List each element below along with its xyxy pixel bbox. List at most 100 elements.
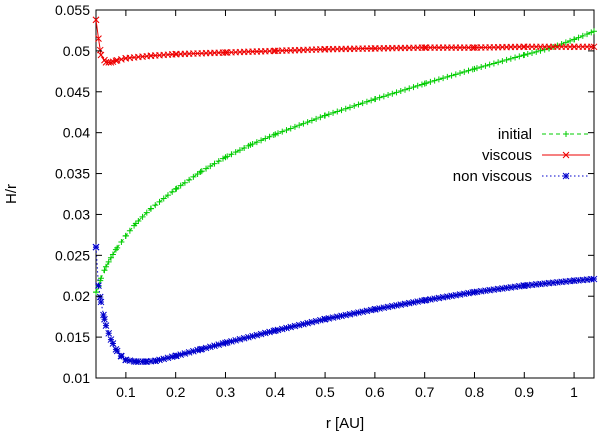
data-point (579, 276, 587, 284)
data-point (95, 282, 102, 289)
data-point (143, 209, 150, 216)
data-point (554, 278, 561, 286)
data-point (537, 47, 544, 54)
y-tick-label: 0.045 (55, 84, 90, 100)
data-point (363, 307, 371, 315)
data-point (118, 238, 125, 245)
data-point (388, 302, 396, 310)
data-point (524, 51, 531, 58)
data-point (346, 310, 354, 318)
data-point (173, 185, 180, 192)
x-tick-label: 0.3 (216, 384, 236, 400)
series-line (95, 247, 595, 363)
data-point (102, 263, 109, 270)
data-point (524, 281, 532, 289)
x-tick-label: 0.8 (465, 384, 485, 400)
data-point (261, 329, 269, 337)
data-point (236, 147, 243, 154)
data-point (567, 37, 574, 44)
data-point (359, 100, 366, 107)
data-point (393, 302, 400, 309)
data-point (465, 67, 472, 74)
data-point (469, 289, 477, 296)
series-viscous (92, 16, 598, 66)
data-point (202, 344, 210, 352)
data-point (300, 120, 307, 127)
data-point (461, 68, 468, 75)
data-point (206, 343, 214, 351)
y-tick-label: 0.015 (55, 329, 90, 345)
data-point (198, 345, 206, 353)
data-point (478, 64, 485, 71)
y-tick-label: 0.05 (63, 43, 90, 59)
data-point (334, 108, 341, 115)
y-axis-title: H/r (3, 184, 20, 204)
data-point (147, 357, 155, 365)
data-point (312, 317, 320, 325)
legend-label: viscous (482, 147, 532, 164)
data-point (295, 321, 303, 329)
data-point (130, 358, 138, 365)
data-point (587, 275, 595, 283)
data-point (308, 318, 316, 326)
data-point (173, 352, 180, 360)
data-point (532, 281, 540, 288)
data-point (97, 277, 104, 284)
data-point (431, 295, 438, 303)
y-tick-label: 0.035 (55, 166, 90, 182)
data-point (190, 347, 197, 355)
data-point (439, 293, 447, 301)
data-point (507, 55, 514, 62)
data-point (245, 142, 252, 149)
x-tick-label: 0.1 (116, 384, 136, 400)
data-point (562, 278, 570, 285)
data-point (109, 251, 116, 258)
data-point (181, 179, 188, 186)
data-point (452, 291, 460, 299)
data-point (406, 85, 413, 92)
data-point (583, 276, 591, 283)
data-point (435, 76, 442, 83)
data-point (431, 77, 438, 84)
data-point (410, 298, 417, 306)
data-point (258, 137, 265, 144)
data-point (198, 168, 205, 175)
data-point (584, 31, 591, 38)
data-point (503, 284, 510, 292)
data-point (329, 314, 337, 321)
data-point (266, 133, 273, 140)
data-point (249, 332, 256, 340)
data-point (287, 125, 294, 132)
data-point (96, 293, 104, 301)
data-point (160, 195, 167, 202)
data-point (156, 356, 163, 364)
data-point (473, 288, 481, 296)
data-point (494, 285, 502, 293)
data-point (558, 278, 565, 286)
data-point (156, 198, 163, 205)
data-point (410, 84, 417, 91)
data-point (296, 122, 303, 129)
y-tick-label: 0.01 (63, 370, 90, 386)
data-point (346, 104, 353, 111)
data-point (236, 335, 244, 343)
data-point (528, 281, 536, 289)
data-point (262, 135, 269, 142)
data-point (503, 56, 510, 63)
data-point (100, 311, 107, 319)
data-point (427, 78, 434, 85)
data-point (499, 285, 506, 292)
data-point (101, 56, 108, 64)
data-point (228, 151, 235, 158)
data-point (385, 92, 392, 99)
data-point (105, 329, 113, 337)
data-point (579, 32, 586, 39)
data-point (448, 72, 455, 79)
data-point (317, 114, 324, 121)
data-point (457, 70, 464, 77)
data-point (232, 149, 239, 156)
y-tick-label: 0.04 (63, 125, 90, 141)
data-point (571, 36, 578, 43)
data-point (452, 71, 459, 78)
